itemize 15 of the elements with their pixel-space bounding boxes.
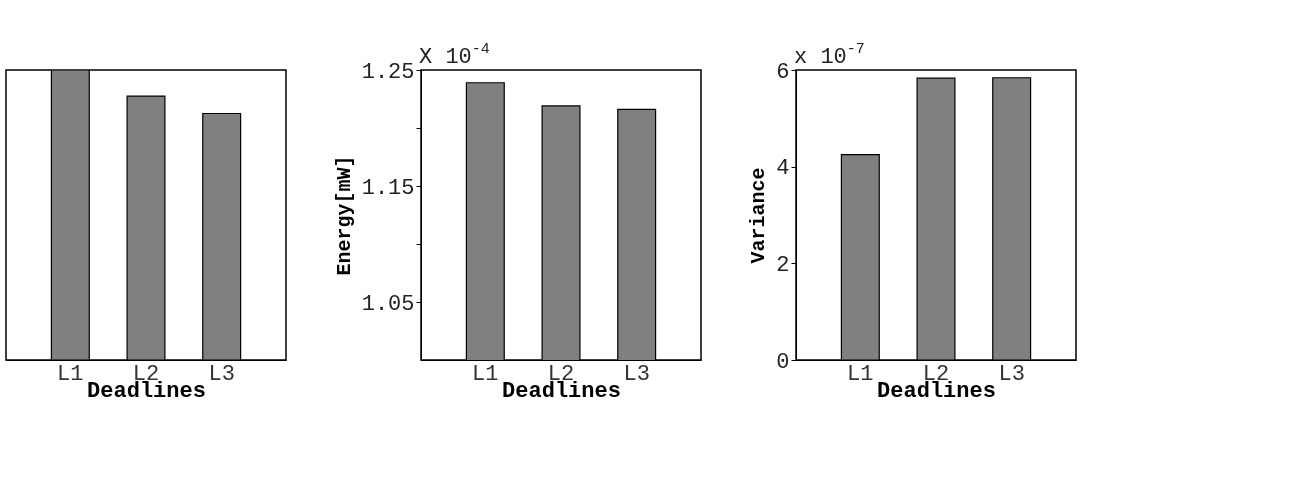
- y-tick-label: 1.25: [361, 59, 415, 85]
- y-axis-title: Energy[mW]: [332, 155, 356, 276]
- y-tick-label: 0: [776, 349, 790, 375]
- x-tick-label: L3: [623, 361, 650, 387]
- y-tick-label: 6: [776, 59, 790, 85]
- y-tick-label: 4: [776, 156, 790, 182]
- x-tick-label: L3: [998, 361, 1025, 387]
- y-tick-label: 1.05: [361, 291, 415, 317]
- x-tick-label: L1: [57, 361, 84, 387]
- y-tick-label: 1.15: [361, 175, 415, 201]
- x-tick-label: L3: [208, 361, 235, 387]
- x-tick-label: L1: [472, 361, 499, 387]
- y-axis-title: Variance: [747, 167, 771, 264]
- x-tick-label: L1: [847, 361, 874, 387]
- y-tick-label: 2: [776, 252, 790, 278]
